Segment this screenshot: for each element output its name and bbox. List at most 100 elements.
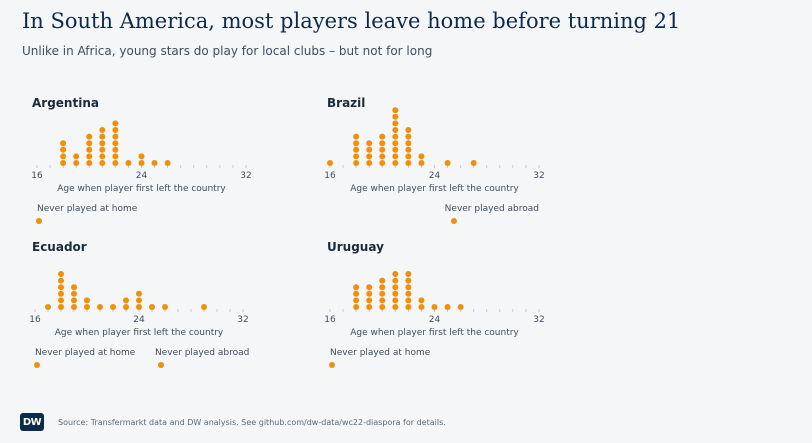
uruguay-dot-age-22: [405, 304, 412, 310]
uruguay-dot-age-24: [431, 304, 438, 310]
argentina-tick-label-24: 24: [136, 171, 148, 181]
brazil-dot-age-21: [392, 127, 399, 133]
ecuador-dot-age-25: [149, 304, 155, 310]
brazil-dot-age-22: [405, 146, 412, 153]
uruguay-dot-age-22: [405, 290, 412, 297]
brazil-dot-age-18: [353, 133, 360, 140]
brazil-extra-label-0: Never played abroad: [445, 204, 539, 214]
ecuador-dot-age-17: [45, 304, 51, 310]
argentina-dot-age-21: [99, 160, 106, 166]
ecuador-dot-age-29: [201, 304, 207, 310]
ecuador-dot-age-19: [71, 284, 77, 291]
dw-logo: DW: [20, 413, 44, 431]
brazil-dot-age-19: [366, 140, 373, 147]
brazil-dot-age-19: [366, 146, 373, 153]
uruguay-tick-label-16: 16: [324, 315, 336, 325]
uruguay-extra-label-0: Never played at home: [330, 348, 431, 358]
argentina-dot-age-18: [60, 160, 67, 166]
argentina-dot-age-19: [73, 153, 80, 160]
uruguay-dot-age-21: [392, 304, 399, 310]
argentina-dot-age-20: [86, 140, 93, 147]
ecuador-dot-age-24: [136, 304, 142, 310]
brazil-chart-title: Brazil: [327, 96, 365, 110]
ecuador-tick-label-32: 32: [237, 315, 248, 325]
brazil-dot-age-21: [392, 160, 399, 166]
argentina-dot-age-19: [73, 160, 80, 166]
ecuador-dot-age-22: [110, 304, 116, 310]
ecuador-dot-age-18: [58, 277, 64, 284]
argentina-dot-age-24: [138, 153, 145, 160]
argentina-tick-label-16: 16: [31, 171, 43, 181]
argentina-dot-age-18: [60, 146, 67, 153]
ecuador-dot-age-21: [97, 304, 103, 310]
brazil-dot-age-18: [353, 160, 360, 166]
brazil-dot-age-21: [392, 146, 399, 153]
ecuador-tick-label-24: 24: [133, 315, 145, 325]
brazil-dot-age-25: [444, 160, 451, 166]
argentina-extra-label-0: Never played at home: [37, 204, 138, 214]
brazil-dot-age-27: [470, 160, 477, 166]
ecuador-dot-age-20: [84, 297, 90, 304]
small-multiples-chart: Argentina 16 24 32 Age when player first lef…: [29, 96, 545, 368]
source-note: Source: Transfermarkt data and DW analys…: [58, 417, 446, 427]
argentina-dot-age-20: [86, 133, 93, 140]
argentina-x-axis-label: Age when player first left the country: [57, 184, 226, 194]
ecuador-dot-age-18: [58, 284, 64, 291]
ecuador-dot-age-18: [58, 290, 64, 297]
brazil-dot-age-21: [392, 153, 399, 160]
argentina-dot-age-18: [60, 140, 67, 147]
uruguay-dot-age-22: [405, 271, 412, 277]
brazil-dot-age-21: [392, 113, 399, 120]
argentina-dot-age-24: [138, 160, 145, 166]
ecuador-extra-dot-1: [158, 362, 164, 368]
ecuador-x-axis-label: Age when player first left the country: [55, 328, 224, 338]
uruguay-dot-age-18: [353, 284, 360, 291]
ecuador-dot-age-19: [71, 290, 77, 297]
page-subtitle: Unlike in Africa, young stars do play fo…: [22, 44, 433, 58]
ecuador-dot-age-26: [162, 304, 168, 310]
uruguay-dot-age-26: [457, 304, 464, 310]
ecuador-dot-age-18: [58, 271, 64, 277]
argentina-dot-age-22: [112, 133, 119, 140]
brazil-dot-age-19: [366, 160, 373, 166]
argentina-dot-age-22: [112, 160, 119, 166]
uruguay-dot-age-22: [405, 297, 412, 304]
argentina-dot-age-22: [112, 153, 119, 160]
brazil-x-axis-label: Age when player first left the country: [350, 184, 519, 194]
uruguay-dot-age-20: [379, 297, 386, 304]
argentina-dot-age-22: [112, 127, 119, 133]
ecuador-dot-age-18: [58, 297, 64, 304]
ecuador-dot-age-24: [136, 290, 142, 297]
uruguay-extra-dot-0: [329, 362, 335, 368]
uruguay-dot-age-20: [379, 284, 386, 291]
brazil-tick-label-16: 16: [324, 171, 336, 181]
argentina-extra-dot-0: [36, 218, 42, 224]
brazil-tick-label-24: 24: [429, 171, 441, 181]
uruguay-dot-age-19: [366, 297, 373, 304]
uruguay-dot-age-23: [418, 304, 425, 310]
uruguay-dot-age-25: [444, 304, 451, 310]
uruguay-dot-age-21: [392, 277, 399, 284]
ecuador-extra-dot-0: [34, 362, 40, 368]
brazil-dot-age-22: [405, 160, 412, 166]
brazil-dot-age-22: [405, 127, 412, 133]
footer: DW Source: Transfermarkt data and DW ana…: [20, 413, 446, 431]
argentina-dot-age-22: [112, 140, 119, 147]
brazil-dot-age-18: [353, 153, 360, 160]
uruguay-dot-age-21: [392, 290, 399, 297]
brazil-dot-age-23: [418, 160, 425, 166]
ecuador-extra-label-1: Never played abroad: [155, 348, 249, 358]
brazil-dot-age-21: [392, 140, 399, 147]
ecuador-dot-age-18: [58, 304, 64, 310]
brazil-dot-age-22: [405, 133, 412, 140]
argentina-dot-age-20: [86, 153, 93, 160]
uruguay-dot-age-22: [405, 284, 412, 291]
uruguay-dot-age-21: [392, 284, 399, 291]
page-title: In South America, most players leave hom…: [22, 9, 681, 33]
ecuador-dot-age-23: [123, 304, 129, 310]
brazil-dot-age-21: [392, 107, 399, 114]
argentina-dot-age-22: [112, 146, 119, 153]
brazil-extra-dot-0: [451, 218, 457, 224]
uruguay-dot-age-21: [392, 297, 399, 304]
uruguay-dot-age-18: [353, 290, 360, 297]
